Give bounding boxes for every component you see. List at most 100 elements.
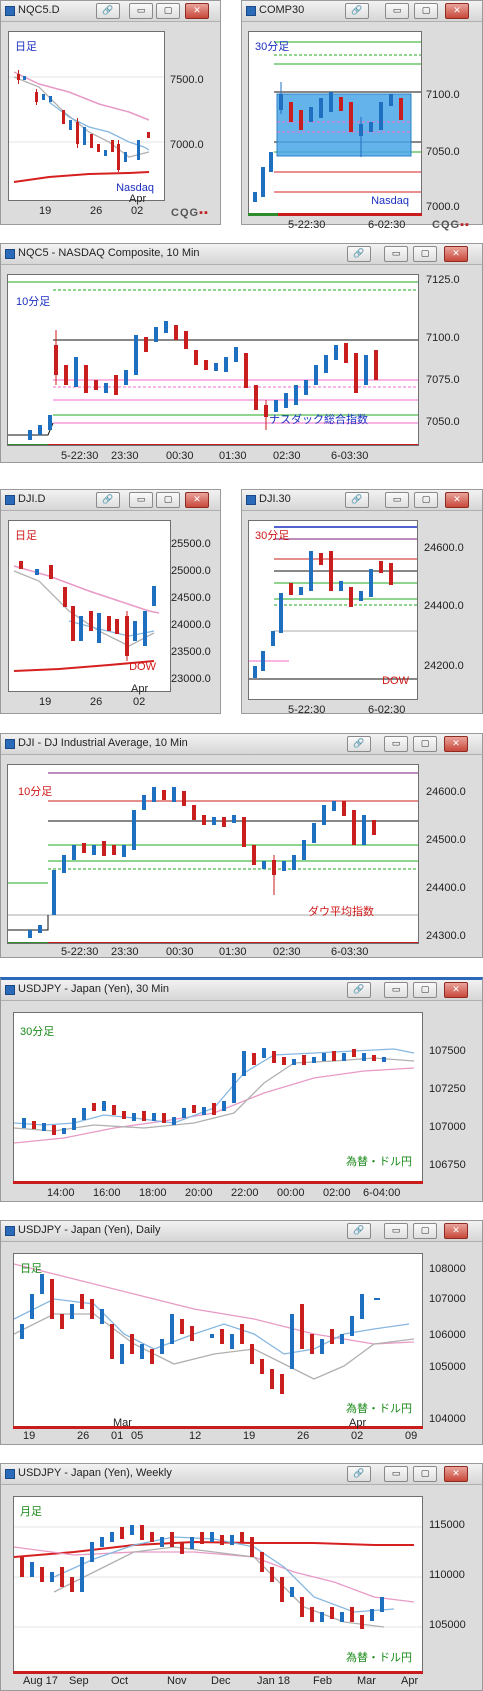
y-tick: 24400.0 — [424, 600, 464, 612]
x-tick: 01:30 — [219, 946, 247, 958]
close-button[interactable]: ✕ — [444, 1223, 468, 1239]
chart-plot-area[interactable]: 日足 DOW — [8, 520, 171, 692]
link-icon[interactable]: 🔗 — [347, 1223, 371, 1239]
chart-plot-area[interactable]: 日足 為替・ドル円 — [13, 1253, 423, 1429]
session-bar — [13, 1671, 423, 1674]
window-titlebar[interactable]: DJI.D 🔗 ▭ ▢ ✕ — [1, 490, 220, 511]
maximize-button[interactable]: ▢ — [413, 1223, 437, 1239]
link-icon[interactable]: 🔗 — [347, 246, 371, 262]
chart-app-icon — [5, 1226, 15, 1236]
close-button[interactable]: ✕ — [444, 736, 468, 752]
minimize-button[interactable]: ▭ — [384, 1223, 408, 1239]
x-tick: 00:30 — [166, 946, 194, 958]
link-icon[interactable]: 🔗 — [96, 492, 120, 508]
window-titlebar[interactable]: COMP30 🔗 ▭ ▢ ✕ — [242, 1, 482, 22]
close-button[interactable]: ✕ — [444, 1466, 468, 1482]
link-icon[interactable]: 🔗 — [345, 492, 369, 508]
window-title: COMP30 — [259, 4, 305, 16]
timeframe-label: 日足 — [15, 41, 37, 53]
maximize-button[interactable]: ▢ — [413, 246, 437, 262]
candlestick-chart — [14, 1525, 422, 1629]
window-titlebar[interactable]: USDJPY - Japan (Yen), Weekly 🔗 ▭ ▢ ✕ — [1, 1464, 482, 1485]
maximize-button[interactable]: ▢ — [156, 3, 180, 19]
window-titlebar[interactable]: DJI - DJ Industrial Average, 10 Min 🔗 ▭ … — [1, 734, 482, 755]
minimize-button[interactable]: ▭ — [385, 3, 409, 19]
chart-plot-area[interactable]: 月足 為替・ドル円 — [13, 1496, 423, 1674]
session-bar — [278, 213, 422, 216]
link-icon[interactable]: 🔗 — [96, 3, 120, 19]
chart-window-dji-10min: DJI - DJ Industrial Average, 10 Min 🔗 ▭ … — [0, 733, 483, 958]
minimize-button[interactable]: ▭ — [385, 492, 409, 508]
window-titlebar[interactable]: USDJPY - Japan (Yen), 30 Min 🔗 ▭ ▢ ✕ — [1, 980, 482, 1001]
x-tick: 5-22:30 — [288, 704, 326, 716]
chart-plot-area[interactable]: 日足 Nasdaq — [8, 31, 165, 201]
minimize-button[interactable]: ▭ — [384, 246, 408, 262]
maximize-button[interactable]: ▢ — [413, 1466, 437, 1482]
y-tick: 7000.0 — [170, 139, 204, 151]
instrument-label: ナスダック総合指数 — [269, 414, 368, 426]
close-button[interactable]: ✕ — [445, 3, 469, 19]
minimize-button[interactable]: ▭ — [129, 3, 153, 19]
chart-plot-area[interactable]: 10分足 ダウ平均指数 — [7, 764, 419, 944]
chart-plot-area[interactable]: 30分足 DOW — [248, 520, 418, 700]
maximize-button[interactable]: ▢ — [413, 736, 437, 752]
chart-plot-area[interactable]: 30分足 Nasdaq — [248, 31, 422, 216]
y-tick: 107000 — [429, 1121, 466, 1133]
maximize-button[interactable]: ▢ — [414, 492, 438, 508]
candlestick-chart — [8, 772, 418, 943]
session-bar — [248, 213, 278, 216]
chart-plot-area[interactable]: 30分足 為替・ドル円 — [13, 1012, 423, 1184]
x-tick: 23:30 — [111, 946, 139, 958]
x-tick: 5-22:30 — [288, 219, 326, 231]
y-tick: 115000 — [429, 1519, 465, 1531]
close-button[interactable]: ✕ — [185, 3, 209, 19]
link-icon[interactable]: 🔗 — [345, 3, 369, 19]
minimize-button[interactable]: ▭ — [384, 982, 408, 998]
minimize-button[interactable]: ▭ — [129, 492, 153, 508]
x-tick: Aug 17 — [23, 1675, 58, 1687]
maximize-button[interactable]: ▢ — [413, 982, 437, 998]
candlestick-chart — [14, 1048, 415, 1144]
candles-usdjpy-30min — [22, 1048, 386, 1135]
x-tick: 19 — [39, 696, 52, 708]
y-tick: 25000.0 — [171, 565, 211, 577]
y-tick: 110000 — [429, 1569, 465, 1581]
y-tick: 24300.0 — [426, 930, 466, 942]
y-tick: 107500 — [429, 1045, 466, 1057]
x-sub-tick: Apr — [129, 193, 147, 205]
session-bar — [13, 1181, 423, 1184]
window-titlebar[interactable]: DJI.30 🔗 ▭ ▢ ✕ — [242, 490, 482, 511]
maximize-button[interactable]: ▢ — [156, 492, 180, 508]
instrument-label: ダウ平均指数 — [308, 906, 374, 918]
chart-app-icon — [5, 1469, 15, 1479]
chart-window-usdjpy-30min: USDJPY - Japan (Yen), 30 Min 🔗 ▭ ▢ ✕ — [0, 977, 483, 1202]
close-button[interactable]: ✕ — [444, 982, 468, 998]
link-icon[interactable]: 🔗 — [347, 982, 371, 998]
y-tick: 23500.0 — [171, 646, 211, 658]
minimize-button[interactable]: ▭ — [384, 736, 408, 752]
close-button[interactable]: ✕ — [445, 492, 469, 508]
chart-app-icon — [5, 495, 15, 505]
link-icon[interactable]: 🔗 — [347, 736, 371, 752]
minimize-button[interactable]: ▭ — [384, 1466, 408, 1482]
window-titlebar[interactable]: NQC5.D 🔗 ▭ ▢ ✕ — [1, 1, 220, 22]
x-tick: 02:00 — [323, 1187, 351, 1199]
close-button[interactable]: ✕ — [185, 492, 209, 508]
timeframe-label: 30分足 — [255, 41, 290, 53]
close-button[interactable]: ✕ — [444, 246, 468, 262]
candles-nqc5-daily — [17, 70, 150, 172]
window-titlebar[interactable]: USDJPY - Japan (Yen), Daily 🔗 ▭ ▢ ✕ — [1, 1221, 482, 1242]
maximize-button[interactable]: ▢ — [414, 3, 438, 19]
x-sub-tick: Apr — [349, 1417, 367, 1429]
timeframe-label: 10分足 — [16, 296, 51, 308]
x-tick: 05 — [131, 1430, 144, 1442]
instrument-label: Nasdaq — [371, 195, 409, 207]
link-icon[interactable]: 🔗 — [347, 1466, 371, 1482]
x-tick: 6-03:30 — [331, 946, 369, 958]
x-tick: 01 — [111, 1430, 124, 1442]
y-tick: 7000.0 — [426, 201, 460, 213]
y-tick: 7100.0 — [426, 89, 460, 101]
chart-plot-area[interactable]: 10分足 ナスダック総合指数 — [7, 274, 419, 446]
x-tick: 02 — [131, 205, 144, 217]
window-titlebar[interactable]: NQC5 - NASDAQ Composite, 10 Min 🔗 ▭ ▢ ✕ — [1, 244, 482, 265]
